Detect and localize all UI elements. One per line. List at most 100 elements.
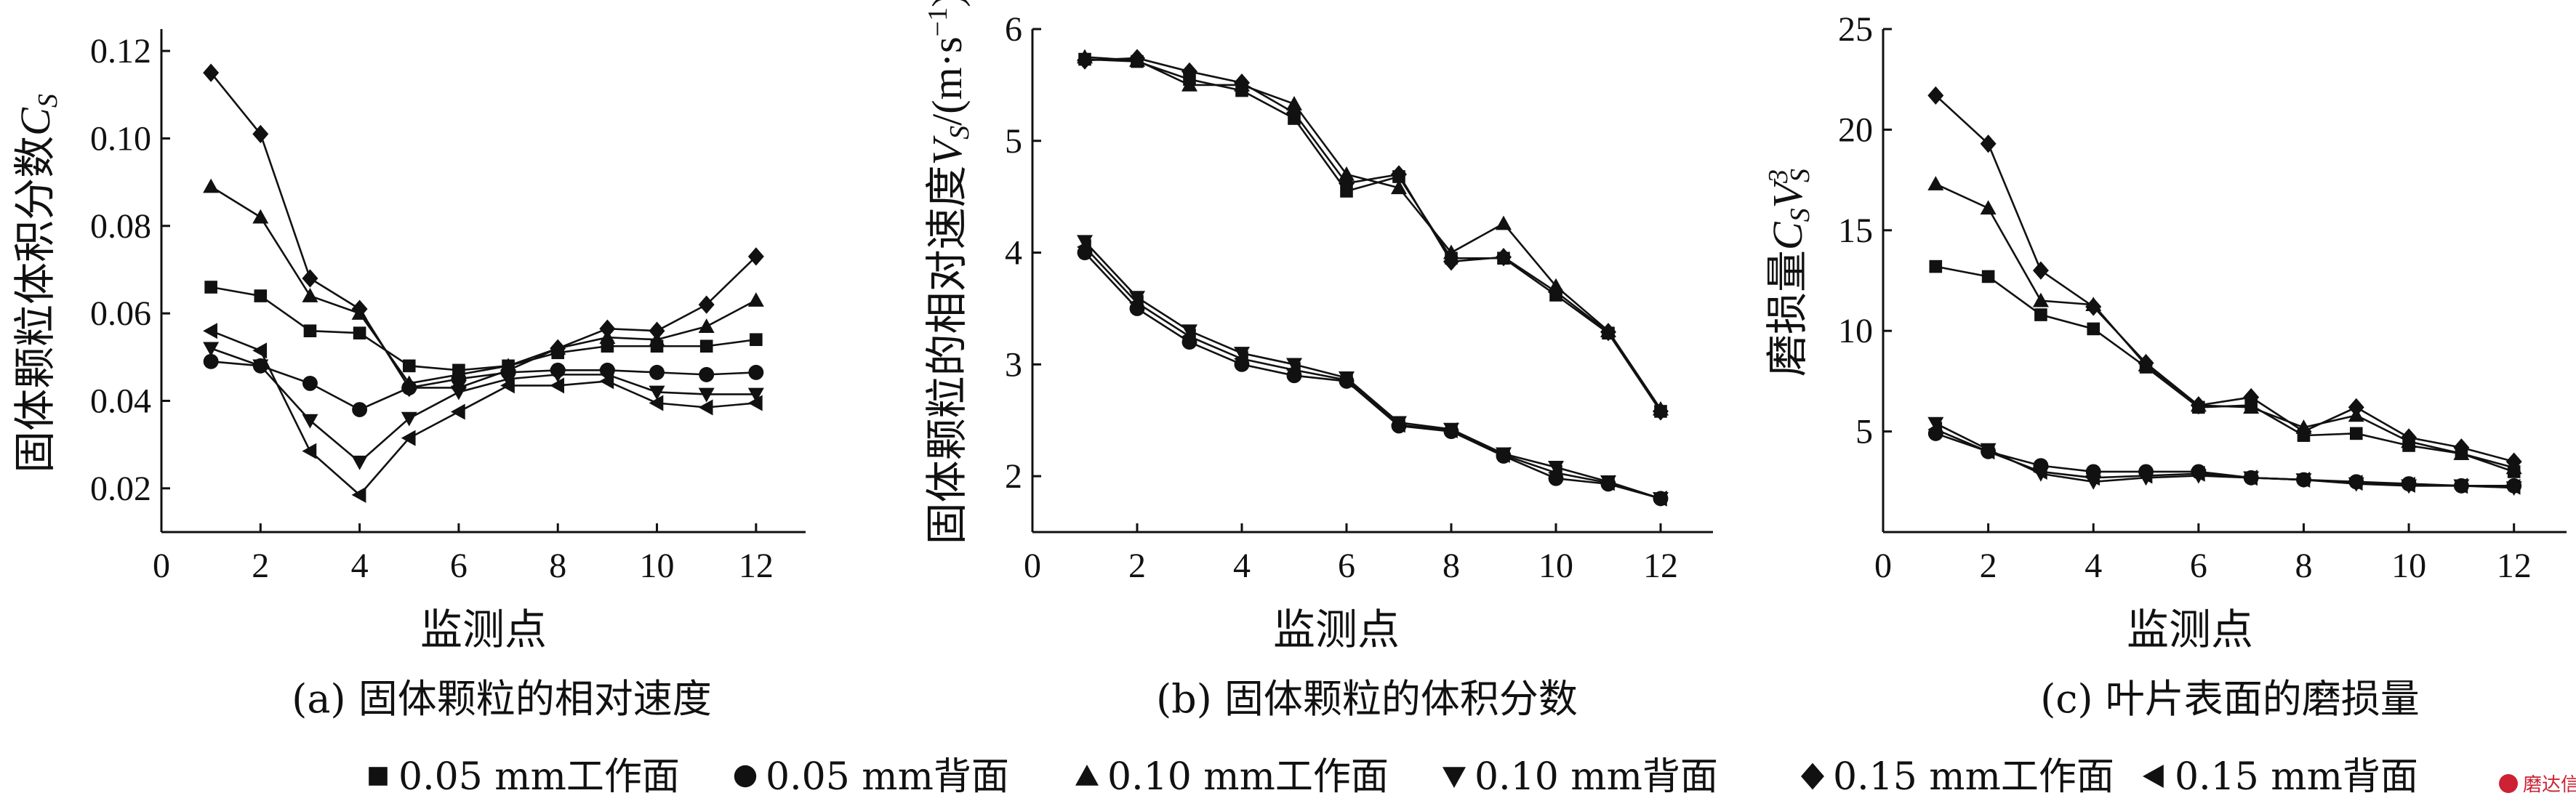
- series-a-1: [204, 281, 763, 377]
- legend-label: 0.15 mm工作面: [1833, 755, 2114, 799]
- data-point: [450, 366, 467, 382]
- y-tick-label: 6: [1005, 10, 1022, 49]
- series-b-4: [1077, 235, 1669, 507]
- series-line: [1935, 428, 2514, 488]
- series-b-3: [1077, 49, 1669, 416]
- data-point: [599, 368, 616, 383]
- x-axis-label-c: 监测点: [2127, 605, 2253, 654]
- data-point: [1391, 416, 1405, 433]
- data-point: [2034, 308, 2047, 321]
- legend-label: 0.05 mm工作面: [398, 755, 680, 799]
- caption-c: (c) 叶片表面的磨损量: [2040, 676, 2420, 722]
- series-b-2: [1077, 245, 1669, 507]
- x-tick-label: 8: [1443, 547, 1460, 585]
- data-point: [2190, 465, 2205, 482]
- caption-b: (b) 固体颗粒的体积分数: [1156, 676, 1578, 722]
- series-line: [1084, 241, 1661, 500]
- series-c-3: [1927, 176, 2522, 475]
- data-point: [1181, 328, 1196, 345]
- y-tick-label: 0.04: [90, 382, 151, 420]
- data-point: [204, 281, 217, 294]
- series-c-1: [1929, 259, 2521, 478]
- data-point: [2138, 353, 2154, 373]
- legend-marker-icon: [1075, 765, 1099, 786]
- x-tick-label: 10: [1538, 547, 1573, 585]
- y-axis-label-text: 固体颗粒体积分数: [10, 136, 60, 473]
- data-point: [2453, 478, 2468, 494]
- data-point: [401, 378, 417, 398]
- series-a-5: [203, 63, 764, 398]
- data-point: [2349, 427, 2363, 440]
- data-point: [353, 326, 366, 340]
- chart-panel-b: 0 2 4 6 8 10 12 2 3 4 5 6: [1005, 10, 1713, 585]
- data-point: [747, 387, 764, 403]
- data-point: [698, 318, 715, 333]
- series-b-1: [1078, 52, 1667, 418]
- data-point: [599, 319, 616, 338]
- series-c-6: [1927, 421, 2521, 495]
- x-tick-label: 0: [153, 547, 170, 585]
- data-point: [351, 486, 366, 503]
- data-point: [699, 339, 713, 353]
- data-point: [500, 377, 515, 394]
- data-point: [1339, 174, 1355, 193]
- legend-marker-icon: [2143, 765, 2164, 788]
- data-point: [747, 395, 763, 411]
- x-tick-label: 0: [1024, 547, 1041, 585]
- data-point: [698, 399, 713, 416]
- series-line: [211, 361, 756, 411]
- series-line: [1084, 251, 1661, 500]
- data-point: [203, 342, 220, 357]
- data-point: [2243, 399, 2260, 414]
- x-tick-label: 2: [1980, 547, 1997, 585]
- series-line: [1084, 57, 1662, 412]
- data-point: [2032, 463, 2047, 480]
- data-point: [2085, 470, 2100, 486]
- data-point: [747, 247, 764, 266]
- data-point: [750, 333, 763, 347]
- series-line: [210, 72, 757, 389]
- data-point: [2505, 452, 2522, 471]
- data-point: [1129, 291, 1145, 306]
- data-point: [1181, 62, 1197, 81]
- y-tick-label: 0.02: [90, 470, 151, 508]
- data-point: [1391, 180, 1407, 195]
- series-line: [1084, 246, 1661, 500]
- series-line: [1935, 182, 2515, 469]
- data-point: [1234, 350, 1248, 367]
- data-point: [1496, 248, 1512, 267]
- chart-panel-c: 0 2 4 6 8 10 12 5 10 15 20 25: [1838, 10, 2567, 585]
- x-tick-label: 10: [2391, 547, 2426, 585]
- y-tick-label: 0.12: [90, 32, 151, 71]
- series-line: [1084, 56, 1662, 410]
- data-point: [748, 364, 764, 380]
- data-point: [2453, 438, 2470, 457]
- legend-item: 0.15 mm工作面: [1801, 755, 2114, 799]
- data-point: [302, 288, 318, 302]
- series-c-5: [1927, 86, 2522, 471]
- data-point: [550, 339, 566, 358]
- data-point: [649, 385, 665, 401]
- data-point: [500, 361, 517, 380]
- data-point: [203, 323, 217, 339]
- y-tick-label: 10: [1838, 312, 1873, 350]
- data-point: [699, 366, 715, 382]
- data-point: [1129, 294, 1144, 311]
- data-point: [2138, 467, 2153, 484]
- x-tick-label: 2: [252, 547, 269, 585]
- y-axis-label-b: 固体颗粒的相对速度VS/(m·s−1): [922, 0, 975, 544]
- x-tick-label: 8: [2295, 547, 2312, 585]
- data-point: [2295, 472, 2311, 488]
- data-point: [1496, 215, 1512, 230]
- data-point: [2243, 387, 2260, 407]
- legend-label: 0.10 mm工作面: [1107, 755, 1389, 799]
- data-point: [1339, 371, 1353, 388]
- y-tick-label: 5: [1005, 122, 1022, 161]
- y-tick-label: 25: [1838, 10, 1873, 49]
- data-point: [1181, 324, 1197, 339]
- data-point: [1980, 200, 1997, 215]
- series-line: [210, 185, 757, 385]
- series-c-2: [1927, 425, 2522, 494]
- x-tick-label: 6: [1338, 547, 1355, 585]
- y-tick-label: 15: [1838, 212, 1873, 250]
